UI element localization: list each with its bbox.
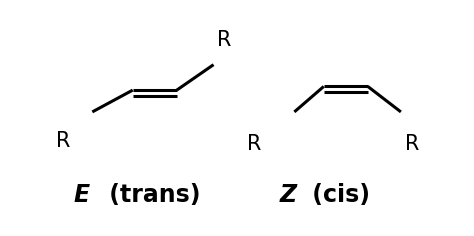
Text: R: R bbox=[55, 131, 70, 151]
Text: (cis): (cis) bbox=[303, 183, 370, 207]
Text: Z: Z bbox=[280, 183, 297, 207]
Text: R: R bbox=[405, 134, 419, 154]
Text: R: R bbox=[247, 134, 261, 154]
Text: (trans): (trans) bbox=[101, 183, 201, 207]
Text: E: E bbox=[74, 183, 90, 207]
Text: R: R bbox=[217, 30, 232, 50]
